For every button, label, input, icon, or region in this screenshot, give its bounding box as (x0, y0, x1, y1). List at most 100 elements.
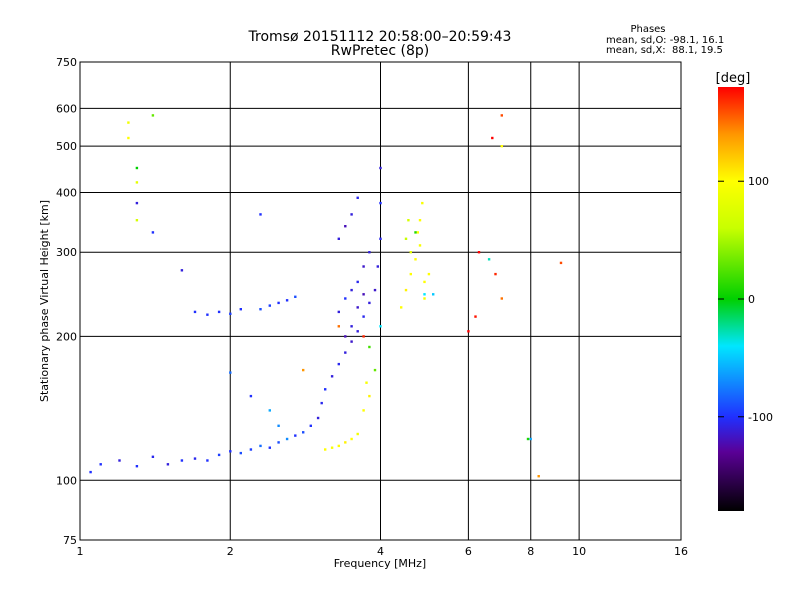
data-point (423, 297, 426, 300)
data-point (526, 437, 530, 441)
data-point (344, 441, 347, 444)
data-point (373, 288, 377, 292)
data-point (277, 441, 280, 444)
x-tick-label: 8 (527, 545, 534, 558)
data-point (477, 251, 481, 254)
data-point (365, 381, 368, 384)
x-axis-ticks: 1 2 4 6 8 10 16 (77, 545, 689, 558)
x-tick-label: 2 (227, 545, 234, 558)
data-point (379, 325, 382, 328)
data-point (309, 424, 312, 427)
data-point (89, 470, 92, 474)
data-point (500, 297, 503, 300)
data-point (418, 219, 422, 222)
data-point (229, 312, 232, 315)
data-point (423, 293, 426, 296)
data-point (135, 465, 139, 468)
data-point (217, 310, 221, 314)
data-point (330, 375, 334, 378)
y-tick-label: 400 (56, 186, 77, 199)
data-point (206, 313, 209, 316)
data-point (316, 416, 320, 420)
data-point (491, 136, 494, 140)
colorbar-ticks: 100 0 -100 (718, 175, 773, 424)
data-point (414, 258, 417, 261)
data-point (350, 288, 353, 292)
data-points (89, 114, 563, 478)
data-point (529, 437, 532, 441)
y-tick-label: 75 (63, 534, 77, 547)
data-point (362, 335, 365, 338)
data-point (337, 444, 340, 448)
colorbar-tick-label: 100 (748, 175, 769, 188)
data-point (356, 432, 359, 436)
data-point (239, 451, 242, 455)
colorbar-unit: [deg] (716, 71, 751, 86)
data-point (277, 301, 280, 305)
stats-heading: Phases (630, 24, 665, 35)
stats-line-o: mean, sd,O: -98.1, 16.1 (606, 35, 724, 46)
data-point (268, 409, 271, 412)
data-point (344, 351, 347, 354)
data-point (324, 388, 327, 391)
grid-lines (80, 62, 681, 540)
data-point (500, 114, 503, 117)
y-tick-label: 100 (56, 474, 77, 487)
data-point (500, 145, 503, 148)
data-point (135, 219, 139, 222)
data-point (487, 258, 491, 261)
x-tick-label: 4 (377, 545, 384, 558)
data-point (409, 251, 412, 254)
data-point (193, 457, 197, 460)
data-point (362, 293, 365, 296)
data-point (135, 166, 139, 170)
data-point (127, 136, 130, 140)
y-tick-label: 200 (56, 330, 77, 343)
plot-frame (79, 61, 682, 541)
data-point (180, 269, 184, 272)
data-point (368, 394, 371, 398)
data-point (249, 394, 253, 398)
data-point (180, 459, 184, 462)
data-point (356, 306, 359, 309)
data-point (344, 297, 347, 300)
x-axis-label: Frequency [MHz] (334, 557, 426, 570)
chart-subtitle: RwPretec (8p) (331, 43, 429, 59)
data-point (294, 295, 297, 298)
data-point (166, 463, 170, 466)
data-point (277, 424, 280, 427)
data-point (356, 196, 359, 199)
data-point (302, 431, 305, 434)
data-point (350, 340, 353, 343)
data-point (350, 325, 353, 328)
data-point (379, 201, 382, 205)
data-point (344, 335, 347, 338)
data-point (268, 446, 271, 449)
data-point (418, 244, 422, 247)
y-axis-label: Stationary phase Virtual Height [km] (38, 200, 51, 402)
data-point (229, 450, 232, 453)
data-point (368, 345, 371, 349)
data-point (259, 213, 262, 216)
data-point (421, 201, 424, 205)
data-point (559, 261, 563, 265)
x-tick-label: 6 (465, 545, 472, 558)
data-point (376, 265, 379, 268)
colorbar-tick-label: 0 (748, 293, 755, 306)
data-point (356, 330, 359, 333)
data-point (379, 237, 382, 240)
data-point (373, 368, 377, 372)
data-point (151, 455, 155, 458)
data-point (249, 448, 253, 451)
data-point (268, 304, 271, 307)
data-point (193, 310, 197, 314)
stats-line-x: mean, sd,X: 88.1, 19.5 (606, 45, 723, 56)
data-point (423, 280, 426, 284)
data-point (537, 475, 540, 478)
data-point (362, 315, 365, 318)
data-point (99, 463, 102, 466)
data-point (135, 201, 139, 205)
colorbar-tick-label: -100 (748, 411, 773, 424)
